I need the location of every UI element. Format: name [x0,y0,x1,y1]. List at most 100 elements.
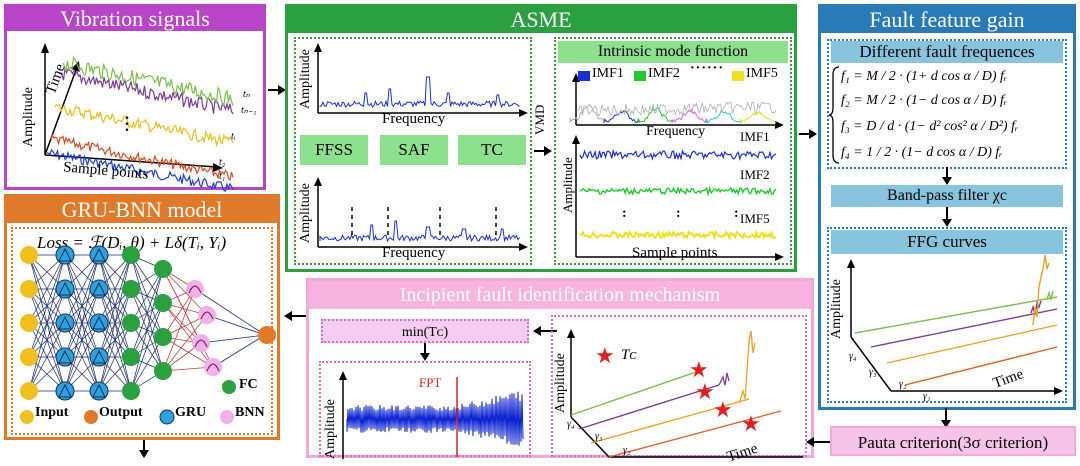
tc-curve-line [590,398,750,444]
imf-spectrum-line [603,110,641,123]
ffg-curve-line [854,296,1058,334]
network-edge [162,288,196,372]
network-edge [28,322,66,392]
input-node [20,280,38,298]
bnn-node-glyph [194,339,208,348]
network-edge [130,268,164,358]
imf-spectrum-line [637,107,675,123]
network-edge [206,314,266,336]
bandpass-filter-box: Band-pass filter χc [831,185,1063,207]
imf-frequency-label: Frequency [646,124,706,139]
arrow-min-down [420,343,430,361]
fpt-signal-trace [346,391,524,446]
fpt-amplitude-label: Amplitude [323,399,338,459]
legend-swatch-imf1 [578,71,590,81]
asme-spec1-ylabel: Amplitude [298,49,313,109]
loss-formula: Loss = ℱ(Dᵢ, θ) + Lδ(Tᵢ, Yᵢ) [37,233,227,252]
incipient-panel: Incipient fault identification mechanism… [306,278,814,465]
asme-left-block [294,37,532,265]
asme-spectrum-1: : : : [314,43,784,261]
vibration-signals-panel: Vibration signals . . . Time Amplitude S… [4,4,266,192]
gru-node [55,381,75,401]
legend-input-dot [20,410,34,424]
method-ffss: FFSS [300,135,368,165]
tc-star-marker: ★ [689,358,709,383]
imf-spectrum-line [671,108,709,124]
vibration-trace [58,68,234,115]
gru-node [89,279,109,299]
imf-title: Intrinsic mode function [558,41,788,63]
method-saf: SAF [380,135,448,165]
formula-f1: f₁ = M / 2 · (1+ d cos α / D) fᵣ [841,69,1008,84]
gru-bnn-panel: GRU-BNN model Loss = ℱ(Dᵢ, θ) + Lδ(Tᵢ, Y… [4,194,280,440]
tc-legend-label: Tᴄ [621,347,637,363]
arrow-asme-to-ffg [799,129,817,139]
vibration-signals-title: Vibration signals [7,7,263,31]
ffg-gamma2: γ₂ [899,379,907,390]
trace-label-tn1: tₙ₋₁ [241,105,257,116]
imf-legend: IMF1 IMF2 ······ IMF5 [578,61,788,85]
arrow-formula-to-bandpass [942,167,952,185]
arrow-bandpass-to-curves [942,207,952,227]
network-edge [98,254,132,358]
gru-node [89,347,109,367]
input-node [20,348,38,366]
spectrum-line [319,220,520,243]
imf-ylabel: Amplitude [560,157,575,213]
tc-gamma2: γ₂ [623,445,631,456]
svg-text:.: . [125,112,129,129]
imf2-trace [579,185,777,197]
network-edge [28,254,66,324]
bnn-node-glyph [200,311,214,320]
fc-node [122,280,140,298]
fault-feature-gain-panel: Fault feature gain Different fault frequ… [818,4,1076,410]
imf-spectrum-original [577,101,777,117]
gru-node-glyph [92,315,106,330]
vmd-label: VMD [532,104,547,135]
network-edge [162,314,208,372]
spectrum-line [319,76,520,109]
fpt-block [319,361,531,457]
bnn-node [192,334,210,352]
network-edge [162,268,208,316]
trace-label-ti: tᵢ [231,131,236,142]
tc-gamma4: γ₄ [567,419,575,430]
formula-f2: f₂ = M / 2 · (1− d cos α / D) fᵣ [841,93,1008,108]
network-edge [28,254,66,358]
tc-curve-line [578,384,720,430]
tc-curve-rise [738,330,756,404]
fpt-label: FPT [419,375,442,390]
network-edge [162,288,196,338]
asme-panel: ASME : : : Amplitude Freq [285,4,797,272]
legend-swatch-imf2 [634,71,646,81]
gru-node [55,347,75,367]
svg-text:.: . [125,118,129,135]
tc-curve-line [608,410,782,458]
fc-node [122,382,140,400]
network-edge [64,254,100,324]
network-edge [64,322,100,392]
tc-star-marker: ★ [741,412,761,437]
bnn-node [198,306,216,324]
gru-node-glyph [58,383,72,398]
legend-output-dot [84,410,98,424]
gru-node-glyph [58,315,72,330]
asme-title: ASME [288,7,794,33]
ffg-gamma4: γ₄ [849,351,857,362]
arrow-ffg-to-pauta [941,408,951,428]
svg-text::: : [622,206,627,221]
fc-node [154,294,172,312]
legend-label-imf1: IMF1 [592,66,624,81]
asme-spec1-xlabel: Frequency [382,111,446,127]
ffg-gamma3: γ₃ [869,367,877,378]
imf-spectrum-line [739,110,777,124]
vibration-signals-plot: . . . [41,43,234,192]
trace-label-tn: tₙ [243,89,250,100]
network-edge [130,268,164,392]
asme-spec2-ylabel: Amplitude [298,183,313,243]
network-edge [130,302,164,392]
ffg-curve-rise [1032,254,1050,326]
network-edge [64,288,100,392]
ffg-curves-title: FFG curves [831,230,1063,254]
imf-spectrum-line [705,110,743,124]
